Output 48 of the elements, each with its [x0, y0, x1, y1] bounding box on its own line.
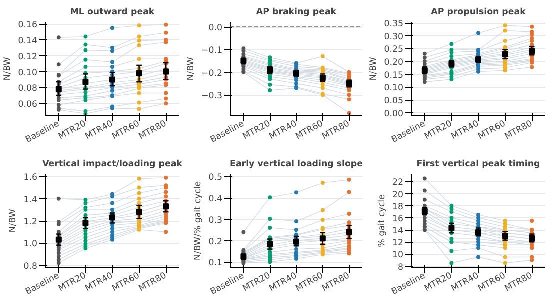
chart-title: AP braking peak	[256, 8, 337, 18]
y-tick-label: 0.06	[18, 100, 38, 110]
y-tick-label: 0.8	[24, 262, 38, 272]
y-tick-label: 10	[392, 250, 404, 261]
y-tick-label: 1.0	[24, 240, 38, 250]
y-tick-label: 1.4	[24, 195, 38, 206]
y-tick-label: 12	[392, 238, 404, 249]
y-tick-label: 0.10	[384, 84, 404, 94]
chart-title: ML outward peak	[70, 8, 155, 18]
y-tick-label: 0.0	[208, 24, 223, 34]
y-tick-label: 0.08	[18, 84, 38, 94]
y-tick-label: 0.00	[384, 109, 404, 120]
chart-title: Early vertical loading slope	[230, 160, 364, 170]
y-axis-title: N/BW	[3, 56, 14, 81]
y-tick-label: 0.25	[384, 45, 404, 56]
y-tick-label: 0.3	[208, 216, 223, 226]
y-tick-label: 20	[392, 190, 404, 200]
y-tick-label: 1.2	[24, 218, 38, 228]
y-axis-title: N/BW	[8, 208, 19, 233]
y-axis-title: N/BW	[186, 56, 196, 81]
y-tick-label: 0.12	[18, 52, 38, 62]
y-tick-label: −0.3	[201, 92, 223, 102]
y-tick-label: 0.15	[384, 70, 404, 81]
y-tick-label: 1.6	[24, 173, 38, 184]
y-tick-label: −0.1	[201, 46, 223, 56]
y-axis-title: % gait cycle	[377, 194, 388, 248]
y-axis-title: N/BW/% gait cycle	[194, 181, 204, 261]
y-tick-label: 14	[392, 226, 404, 237]
chart-title: AP propulsion peak	[431, 8, 526, 18]
y-tick-label: 0.5	[208, 173, 223, 184]
y-tick-label: 18	[392, 202, 404, 212]
y-tick-label: 0.2	[208, 237, 223, 248]
y-tick-label: 8	[398, 262, 404, 273]
y-tick-label: 0.4	[208, 194, 223, 205]
y-tick-label: 0.35	[384, 20, 404, 30]
chart-title: Vertical impact/loading peak	[42, 160, 183, 170]
y-tick-label: 0.30	[384, 32, 404, 42]
y-tick-label: 0.1	[208, 258, 223, 269]
y-tick-label: 0.05	[384, 96, 404, 107]
chart-title: First vertical peak timing	[416, 160, 540, 170]
y-tick-label: −0.2	[201, 68, 223, 79]
y-tick-label: 16	[392, 214, 404, 224]
y-tick-label: 0.10	[18, 68, 38, 78]
y-tick-label: 0.20	[384, 58, 404, 68]
y-tick-label: 0.14	[18, 36, 38, 46]
y-tick-label: 22	[392, 178, 404, 188]
y-tick-label: 0.16	[18, 20, 38, 31]
y-axis-title: N/BW	[369, 56, 380, 81]
